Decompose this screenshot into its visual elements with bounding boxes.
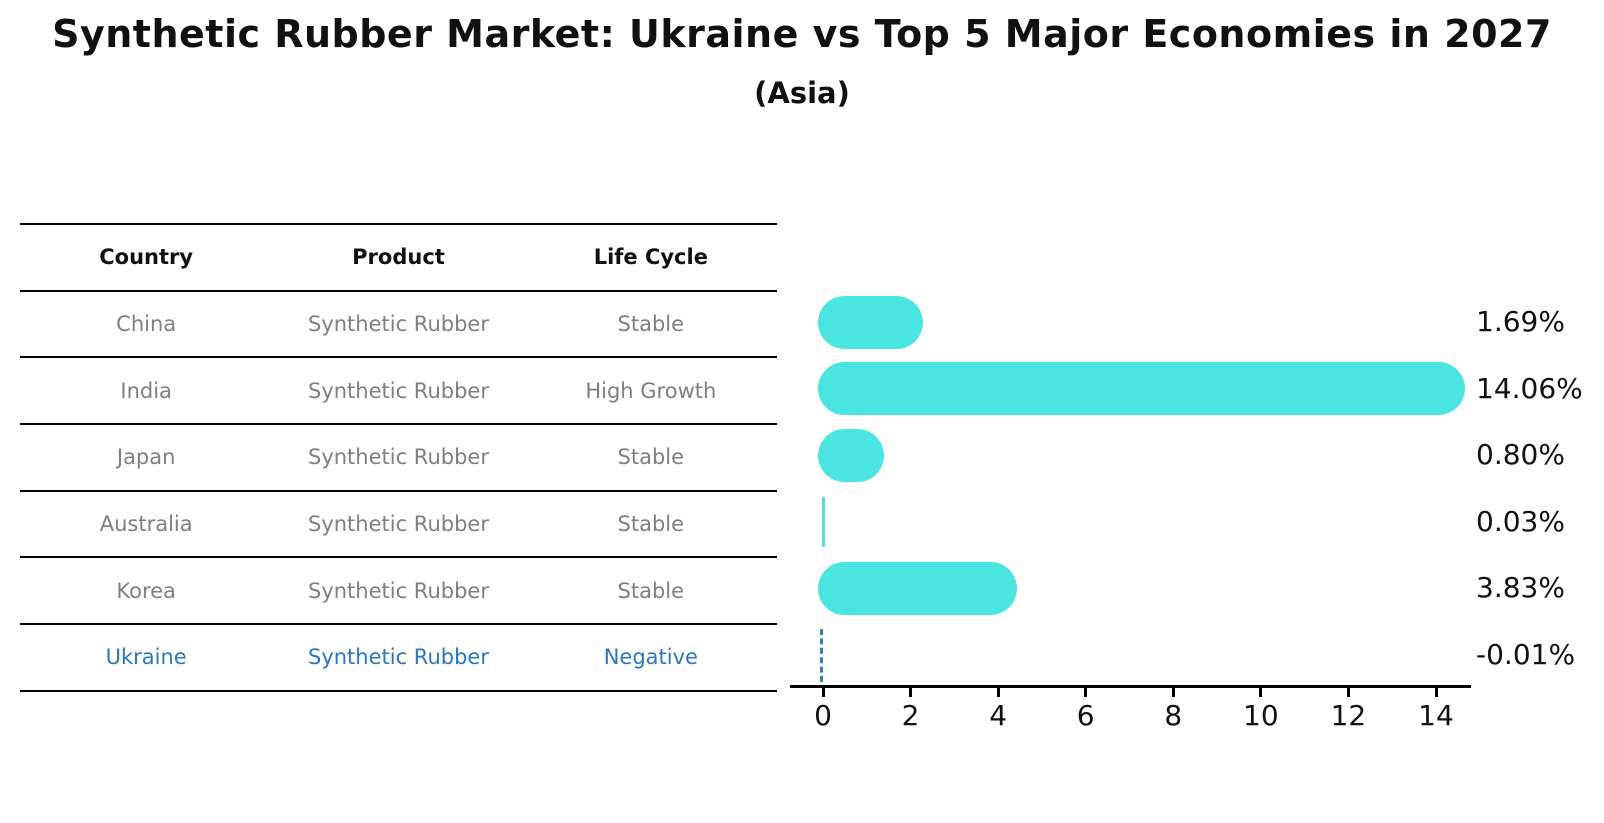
cell-product: Synthetic Rubber [307, 445, 489, 470]
x-tick-mark [1171, 688, 1175, 697]
chart-title: Synthetic Rubber Market: Ukraine vs Top … [52, 12, 1552, 56]
table-row: China Synthetic Rubber Stable [20, 289, 777, 357]
table-row: Ukraine Synthetic Rubber Negative [20, 623, 777, 690]
table-row: Australia Synthetic Rubber Stable [20, 489, 777, 557]
cell-product: Synthetic Rubber [307, 578, 489, 603]
x-tick-mark [996, 688, 1000, 697]
value-label: 3.83% [1476, 571, 1565, 605]
x-tick-label: 8 [1164, 699, 1183, 732]
cell-country: Ukraine [105, 645, 187, 670]
x-tick-mark [1084, 688, 1088, 697]
value-label: 0.03% [1476, 504, 1565, 538]
column-header-lifecycle: Life Cycle [593, 245, 708, 270]
x-tick-label: 6 [1076, 699, 1095, 732]
cell-product: Synthetic Rubber [307, 378, 489, 403]
column-header-country: Country [99, 245, 194, 270]
cell-country: Australia [99, 512, 193, 537]
cell-life-cycle: High Growth [585, 378, 717, 403]
bar-ukraine [820, 628, 823, 682]
x-tick-mark [821, 688, 825, 697]
cell-life-cycle: Stable [617, 445, 685, 470]
table-row: Japan Synthetic Rubber Stable [20, 423, 777, 490]
column-header-product: Product [352, 245, 445, 270]
cell-life-cycle: Negative [603, 645, 698, 670]
x-tick-label: 14 [1418, 699, 1454, 732]
x-tick-label: 0 [814, 699, 832, 732]
x-tick-label: 12 [1330, 699, 1367, 732]
table-header-row: Country Product Life Cycle [20, 223, 777, 290]
x-tick-mark [1434, 688, 1438, 697]
x-tick-mark [1346, 688, 1350, 697]
value-label: 0.80% [1476, 438, 1565, 472]
x-tick-label: 4 [989, 699, 1008, 732]
x-tick-label: 2 [901, 699, 920, 732]
bar-korea [818, 561, 1017, 615]
cell-life-cycle: Stable [617, 512, 685, 537]
bar-china [818, 295, 923, 349]
cell-product: Synthetic Rubber [307, 512, 489, 537]
cell-country: China [116, 312, 177, 337]
cell-life-cycle: Stable [617, 312, 685, 337]
value-label: 14.06% [1476, 371, 1583, 405]
cell-life-cycle: Stable [617, 578, 685, 603]
cell-product: Synthetic Rubber [307, 645, 489, 670]
bar-india [818, 362, 1465, 416]
cell-product: Synthetic Rubber [307, 312, 489, 337]
cell-country: Korea [116, 578, 176, 603]
value-label: -0.01% [1476, 638, 1576, 671]
table-row: India Synthetic Rubber High Growth [20, 356, 777, 423]
bar-japan [818, 428, 885, 482]
x-tick-label: 10 [1243, 699, 1279, 732]
table-row: Korea Synthetic Rubber Stable [20, 556, 777, 623]
value-label: 1.69% [1476, 305, 1565, 338]
x-tick-mark [1259, 688, 1263, 697]
cell-country: Japan [116, 445, 176, 470]
x-axis-line [790, 685, 1471, 688]
chart-subtitle: (Asia) [754, 76, 850, 110]
bar-australia [822, 496, 825, 547]
x-tick-mark [909, 688, 913, 697]
cell-country: India [120, 378, 172, 403]
country-table: Country Product Life Cycle China Syntheti… [20, 223, 777, 692]
